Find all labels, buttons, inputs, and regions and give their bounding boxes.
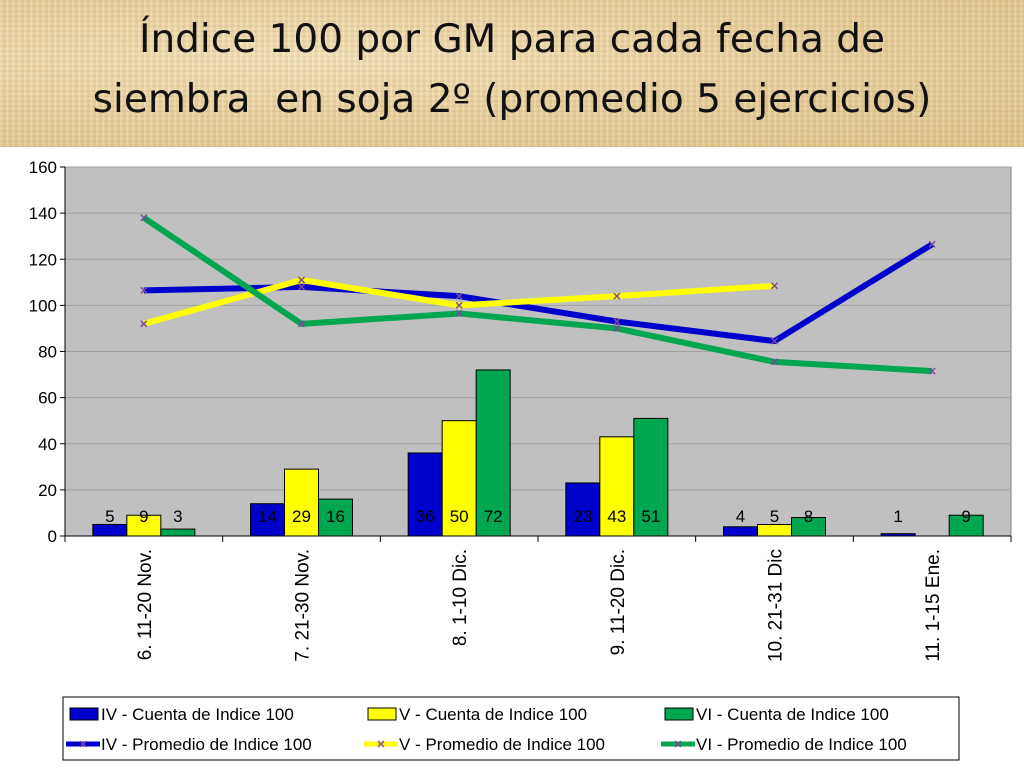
line-marker-stroke xyxy=(928,240,936,248)
legend-swatch xyxy=(69,707,99,721)
bar-data-label: 16 xyxy=(326,507,345,526)
line-marker xyxy=(297,276,306,284)
line-marker-stroke xyxy=(770,358,779,366)
line-marker xyxy=(455,301,463,309)
page-title: Índice 100 por GM para cada fecha de sie… xyxy=(0,10,1024,130)
line-marker xyxy=(613,317,621,326)
bar-data-label: 43 xyxy=(607,507,626,526)
legend-marker xyxy=(674,740,682,748)
bar-data-label: 8 xyxy=(804,507,813,526)
bar xyxy=(475,369,511,537)
line-marker xyxy=(455,309,463,317)
line-marker xyxy=(140,286,148,294)
bar xyxy=(160,528,196,537)
line-marker-stroke xyxy=(455,301,463,309)
bar-data-label: 5 xyxy=(770,507,779,526)
bar-data-label: 14 xyxy=(258,507,277,526)
line-marker xyxy=(140,214,148,222)
y-tick-label: 140 xyxy=(29,204,57,223)
bar-data-label: 50 xyxy=(450,507,469,526)
line-marker xyxy=(770,282,779,290)
line-marker xyxy=(613,324,621,332)
legend-label: VI - Promedio de Indice 100 xyxy=(696,735,907,754)
legend-label: VI - Cuenta de Indice 100 xyxy=(696,705,889,724)
bar xyxy=(757,523,792,537)
bar-data-label: 29 xyxy=(292,507,311,526)
series-line xyxy=(142,215,933,375)
legend-marker xyxy=(377,740,385,748)
y-tick-label: 160 xyxy=(29,158,57,177)
line-marker xyxy=(770,337,779,345)
bar-data-label: 72 xyxy=(484,507,503,526)
y-tick-label: 120 xyxy=(29,250,57,269)
line-marker-stroke xyxy=(613,317,621,326)
bar-data-label: 5 xyxy=(105,507,114,526)
bar-data-label: 23 xyxy=(573,507,592,526)
line-marker-stroke xyxy=(140,286,148,294)
bar xyxy=(407,452,443,537)
line-marker-stroke xyxy=(613,324,621,332)
legend-label: IV - Promedio de Indice 100 xyxy=(101,735,312,754)
line-marker-stroke xyxy=(770,337,779,345)
legend-swatch xyxy=(664,707,694,721)
x-tick-label: 9. 11-20 Dic. xyxy=(608,549,629,655)
legend-label: V - Promedio de Indice 100 xyxy=(399,735,605,754)
bar xyxy=(565,482,601,537)
line-marker-stroke xyxy=(140,214,148,222)
title-line-2: siembra en soja 2º (promedio 5 ejercicio… xyxy=(92,77,932,122)
bar-data-label: 4 xyxy=(736,507,745,526)
legend-marker xyxy=(79,740,87,748)
line-marker-stroke xyxy=(455,292,463,300)
line-marker xyxy=(770,358,779,366)
line-marker xyxy=(455,292,463,300)
line-marker-stroke xyxy=(297,320,306,328)
title-banner xyxy=(0,0,1024,148)
line-marker xyxy=(297,283,306,291)
line-marker-stroke xyxy=(140,320,148,328)
bar xyxy=(633,417,669,537)
bar-data-label: 9 xyxy=(961,507,970,526)
line-marker-stroke xyxy=(928,367,936,375)
bar-data-label: 36 xyxy=(416,507,435,526)
line-marker xyxy=(140,320,148,328)
line-marker xyxy=(928,367,936,375)
y-tick-label: 100 xyxy=(29,296,57,315)
x-tick-label: 7. 21-30 Nov. xyxy=(293,549,314,662)
combo-chart: 5 14 36 23 4 1 9 29 50 43 5 3 16 72 51 8 9 0 20 40 60 80 100 1… xyxy=(0,147,1024,768)
y-tick-label: 60 xyxy=(38,389,57,408)
legend-label: V - Cuenta de Indice 100 xyxy=(399,705,587,724)
line-marker-stroke xyxy=(455,309,463,317)
bar-data-label: 1 xyxy=(893,507,902,526)
x-tick-label: 10. 21-31 Dic xyxy=(766,549,787,662)
y-tick-label: 40 xyxy=(38,435,57,454)
title-line-1: Índice 100 por GM para cada fecha de xyxy=(138,17,886,62)
bar-data-label: 3 xyxy=(173,507,182,526)
bar xyxy=(599,436,635,537)
y-tick-label: 20 xyxy=(38,481,57,500)
y-tick-label: 80 xyxy=(38,343,57,362)
y-tick-label: 0 xyxy=(48,527,57,546)
x-tick-label: 11. 1-15 Ene. xyxy=(923,549,944,662)
bar xyxy=(284,468,319,537)
line-marker-stroke xyxy=(297,283,306,291)
x-tick-label: 8. 1-10 Dic. xyxy=(450,549,471,646)
line-marker-stroke xyxy=(613,292,621,300)
line-marker xyxy=(613,292,621,300)
line-marker xyxy=(928,240,936,248)
legend-box xyxy=(62,696,960,761)
legend-label: IV - Cuenta de Indice 100 xyxy=(101,705,294,724)
bar-data-label: 51 xyxy=(641,507,660,526)
line-marker-stroke xyxy=(770,282,779,290)
x-tick-label: 6. 11-20 Nov. xyxy=(135,549,156,660)
line-marker-stroke xyxy=(297,276,306,284)
line-marker xyxy=(297,320,306,328)
bar xyxy=(723,526,758,537)
bar-data-label: 9 xyxy=(139,507,148,526)
legend-swatch xyxy=(367,707,397,721)
bar xyxy=(92,523,128,537)
